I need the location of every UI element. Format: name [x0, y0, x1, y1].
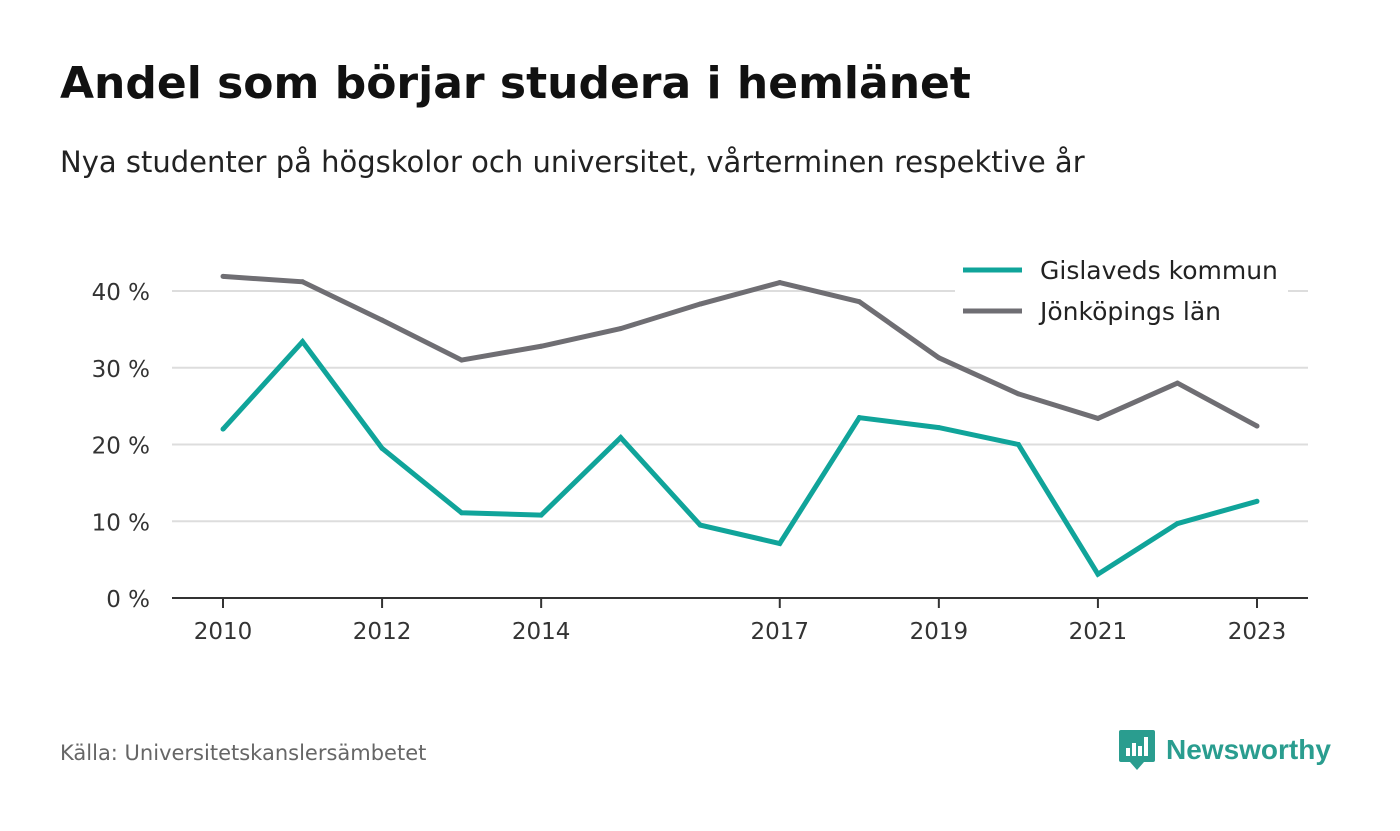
legend-label: Gislaveds kommun	[1040, 256, 1278, 285]
legend: Gislaveds kommun Jönköpings län	[955, 250, 1288, 328]
data-point	[618, 435, 624, 441]
line-chart: 0 % 10 % 20 % 30 % 40 % 2010 2012 2014 2017 2019…	[91, 250, 1308, 645]
chart-subtitle: Nya studenter på högskolor och universit…	[60, 145, 1085, 179]
chart-title: Andel som börjar studera i hemlänet	[60, 58, 971, 109]
x-tick-label: 2010	[194, 619, 253, 645]
brand-name: Newsworthy	[1166, 734, 1331, 765]
data-point	[936, 355, 942, 361]
data-point	[379, 445, 385, 451]
data-point	[1174, 521, 1180, 527]
data-point	[300, 339, 306, 345]
y-tick-label: 40 %	[92, 280, 150, 306]
x-tick-label: 2023	[1228, 619, 1287, 645]
x-tick-label: 2021	[1069, 619, 1128, 645]
brand-logo[interactable]: Newsworthy	[1118, 728, 1331, 772]
legend-label: Jönköpings län	[1038, 297, 1221, 326]
series	[220, 273, 1260, 578]
data-point	[300, 279, 306, 285]
data-point	[220, 273, 226, 279]
data-point	[777, 280, 783, 286]
data-point	[379, 317, 385, 323]
data-point	[777, 541, 783, 547]
y-axis: 0 % 10 % 20 % 30 % 40 %	[92, 280, 150, 613]
data-point	[1015, 391, 1021, 397]
data-point	[1254, 423, 1260, 429]
data-point	[459, 357, 465, 363]
data-point	[538, 512, 544, 518]
data-point	[1174, 380, 1180, 386]
data-point	[538, 343, 544, 349]
data-point	[618, 326, 624, 332]
x-axis: 2010 2012 2014 2017 2019 2021 2023	[172, 597, 1308, 645]
data-point	[856, 299, 862, 305]
data-point	[697, 301, 703, 307]
newsworthy-icon	[1119, 730, 1155, 770]
y-tick-label: 20 %	[92, 434, 150, 460]
x-tick-label: 2017	[750, 619, 809, 645]
x-tick-label: 2012	[353, 619, 412, 645]
data-point	[1015, 442, 1021, 447]
series-line-0	[221, 337, 1258, 578]
series-line-1	[222, 273, 1259, 429]
data-point	[459, 510, 465, 516]
data-point	[1095, 571, 1101, 577]
x-tick-label: 2019	[910, 619, 969, 645]
data-point	[220, 426, 226, 432]
source-note: Källa: Universitetskanslersämbetet	[60, 741, 427, 765]
data-point	[1254, 498, 1260, 504]
data-point	[697, 522, 703, 528]
y-tick-label: 30 %	[92, 357, 150, 383]
data-point	[936, 425, 942, 431]
data-point	[1095, 415, 1101, 421]
legend-background	[955, 250, 1288, 328]
y-tick-label: 10 %	[92, 510, 150, 536]
x-tick-label: 2014	[512, 619, 571, 645]
data-point	[856, 415, 862, 421]
y-tick-label: 0 %	[106, 587, 150, 613]
